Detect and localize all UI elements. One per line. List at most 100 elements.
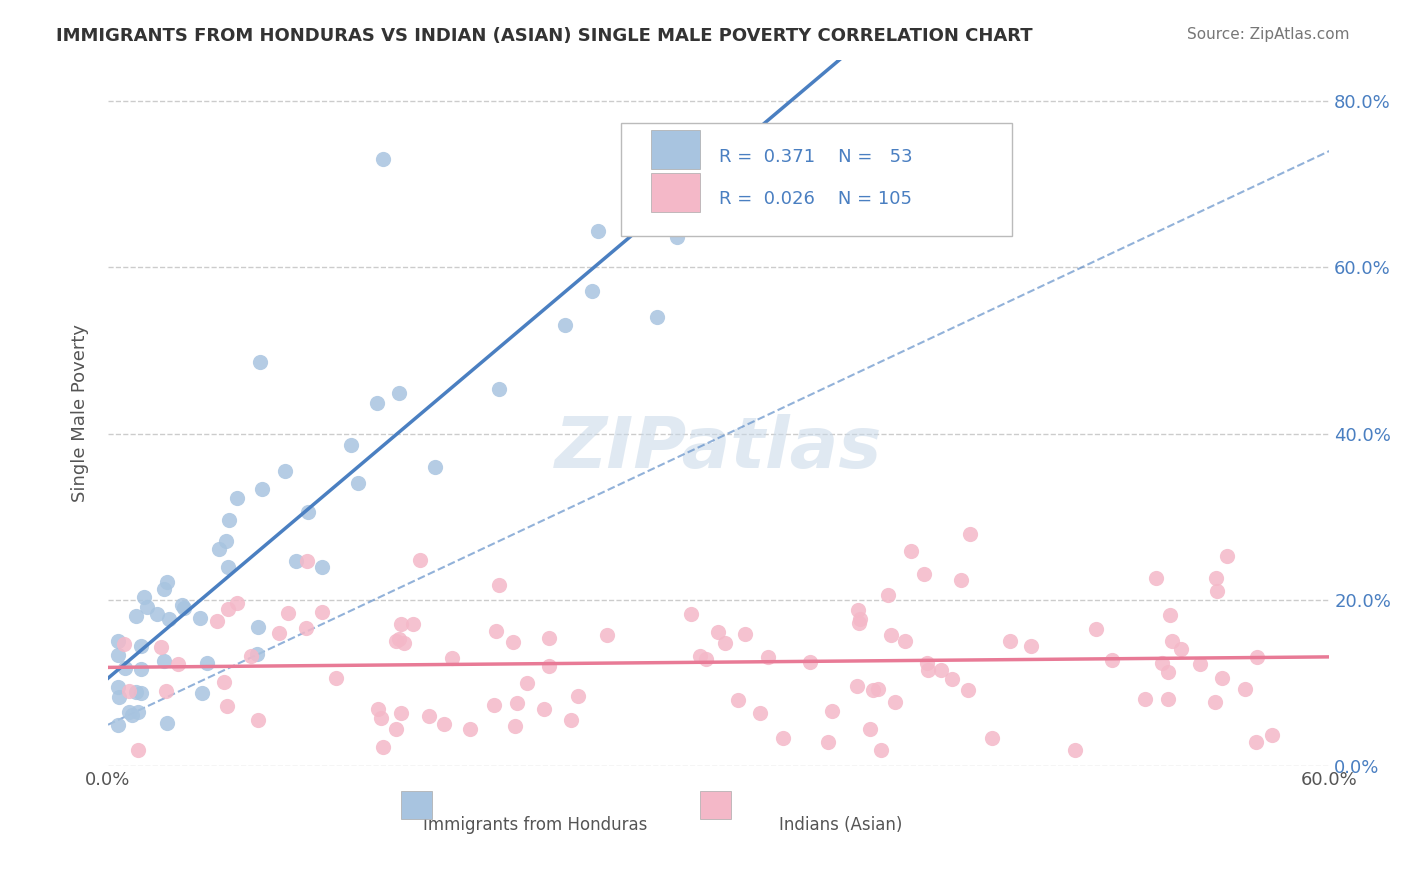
Point — [112, 637, 135, 651]
Point — [366, 395, 388, 409]
Point — [799, 656, 821, 670]
Point — [917, 663, 939, 677]
Point — [135, 600, 157, 615]
Text: Immigrants from Honduras: Immigrants from Honduras — [423, 816, 648, 834]
Point — [157, 611, 180, 625]
Point — [191, 686, 214, 700]
Point — [325, 671, 347, 685]
Point — [108, 690, 131, 705]
Point — [915, 657, 938, 671]
Point — [127, 705, 149, 719]
Point — [502, 635, 524, 649]
Point — [727, 692, 749, 706]
Point — [1157, 692, 1180, 706]
Point — [114, 661, 136, 675]
Point — [695, 652, 717, 666]
Point — [1019, 640, 1042, 654]
Point — [1189, 657, 1212, 672]
Point — [246, 647, 269, 661]
Bar — [651, 130, 700, 169]
Point — [277, 606, 299, 620]
Point — [756, 650, 779, 665]
Point — [1233, 681, 1256, 696]
Point — [1204, 695, 1226, 709]
Point — [418, 708, 440, 723]
Point — [107, 680, 129, 694]
Point — [980, 731, 1002, 745]
Point — [385, 722, 408, 736]
Point — [956, 683, 979, 698]
Point — [118, 683, 141, 698]
Point — [876, 588, 898, 602]
Point — [460, 722, 482, 736]
Point — [218, 513, 240, 527]
Point — [485, 624, 508, 638]
Point — [153, 654, 176, 668]
Point — [488, 578, 510, 592]
Point — [862, 683, 884, 698]
Point — [516, 676, 538, 690]
Point — [879, 628, 901, 642]
Point — [367, 702, 389, 716]
Point — [425, 459, 447, 474]
Point — [848, 616, 870, 631]
Point — [129, 661, 152, 675]
Point — [311, 559, 333, 574]
Point — [107, 648, 129, 663]
Point — [554, 318, 576, 332]
Point — [295, 621, 318, 635]
Point — [388, 386, 411, 401]
Point — [155, 683, 177, 698]
Point — [124, 685, 146, 699]
Point — [883, 695, 905, 709]
Point — [1152, 656, 1174, 670]
Text: R =  0.371    N =   53: R = 0.371 N = 53 — [718, 148, 912, 166]
Point — [217, 560, 239, 574]
Point — [387, 632, 409, 646]
Point — [269, 625, 291, 640]
Point — [870, 742, 893, 756]
Point — [226, 596, 249, 610]
Point — [482, 698, 505, 712]
Point — [749, 706, 772, 720]
Point — [533, 702, 555, 716]
Point — [249, 355, 271, 369]
Point — [214, 533, 236, 548]
Bar — [700, 791, 731, 820]
Point — [250, 482, 273, 496]
Point — [586, 224, 609, 238]
Point — [537, 659, 560, 673]
Point — [1216, 549, 1239, 564]
Point — [297, 554, 319, 568]
Point — [506, 696, 529, 710]
Text: Source: ZipAtlas.com: Source: ZipAtlas.com — [1187, 27, 1350, 42]
Point — [107, 717, 129, 731]
Point — [1244, 735, 1267, 749]
Point — [959, 526, 981, 541]
Y-axis label: Single Male Poverty: Single Male Poverty — [72, 324, 89, 502]
Point — [503, 719, 526, 733]
Point — [1144, 572, 1167, 586]
Point — [297, 504, 319, 518]
Point — [150, 640, 173, 655]
Point — [772, 731, 794, 746]
Point — [537, 631, 560, 645]
Point — [950, 574, 973, 588]
Point — [894, 633, 917, 648]
Point — [817, 735, 839, 749]
Point — [846, 603, 869, 617]
Point — [127, 742, 149, 756]
Point — [373, 739, 395, 754]
Point — [1205, 571, 1227, 585]
Point — [402, 616, 425, 631]
Point — [645, 310, 668, 325]
Point — [1261, 728, 1284, 742]
Point — [1246, 649, 1268, 664]
Point — [173, 601, 195, 615]
Point — [371, 153, 394, 167]
Point — [145, 607, 167, 622]
Point — [340, 438, 363, 452]
Point — [389, 617, 412, 632]
Point — [858, 723, 880, 737]
Point — [1205, 584, 1227, 599]
